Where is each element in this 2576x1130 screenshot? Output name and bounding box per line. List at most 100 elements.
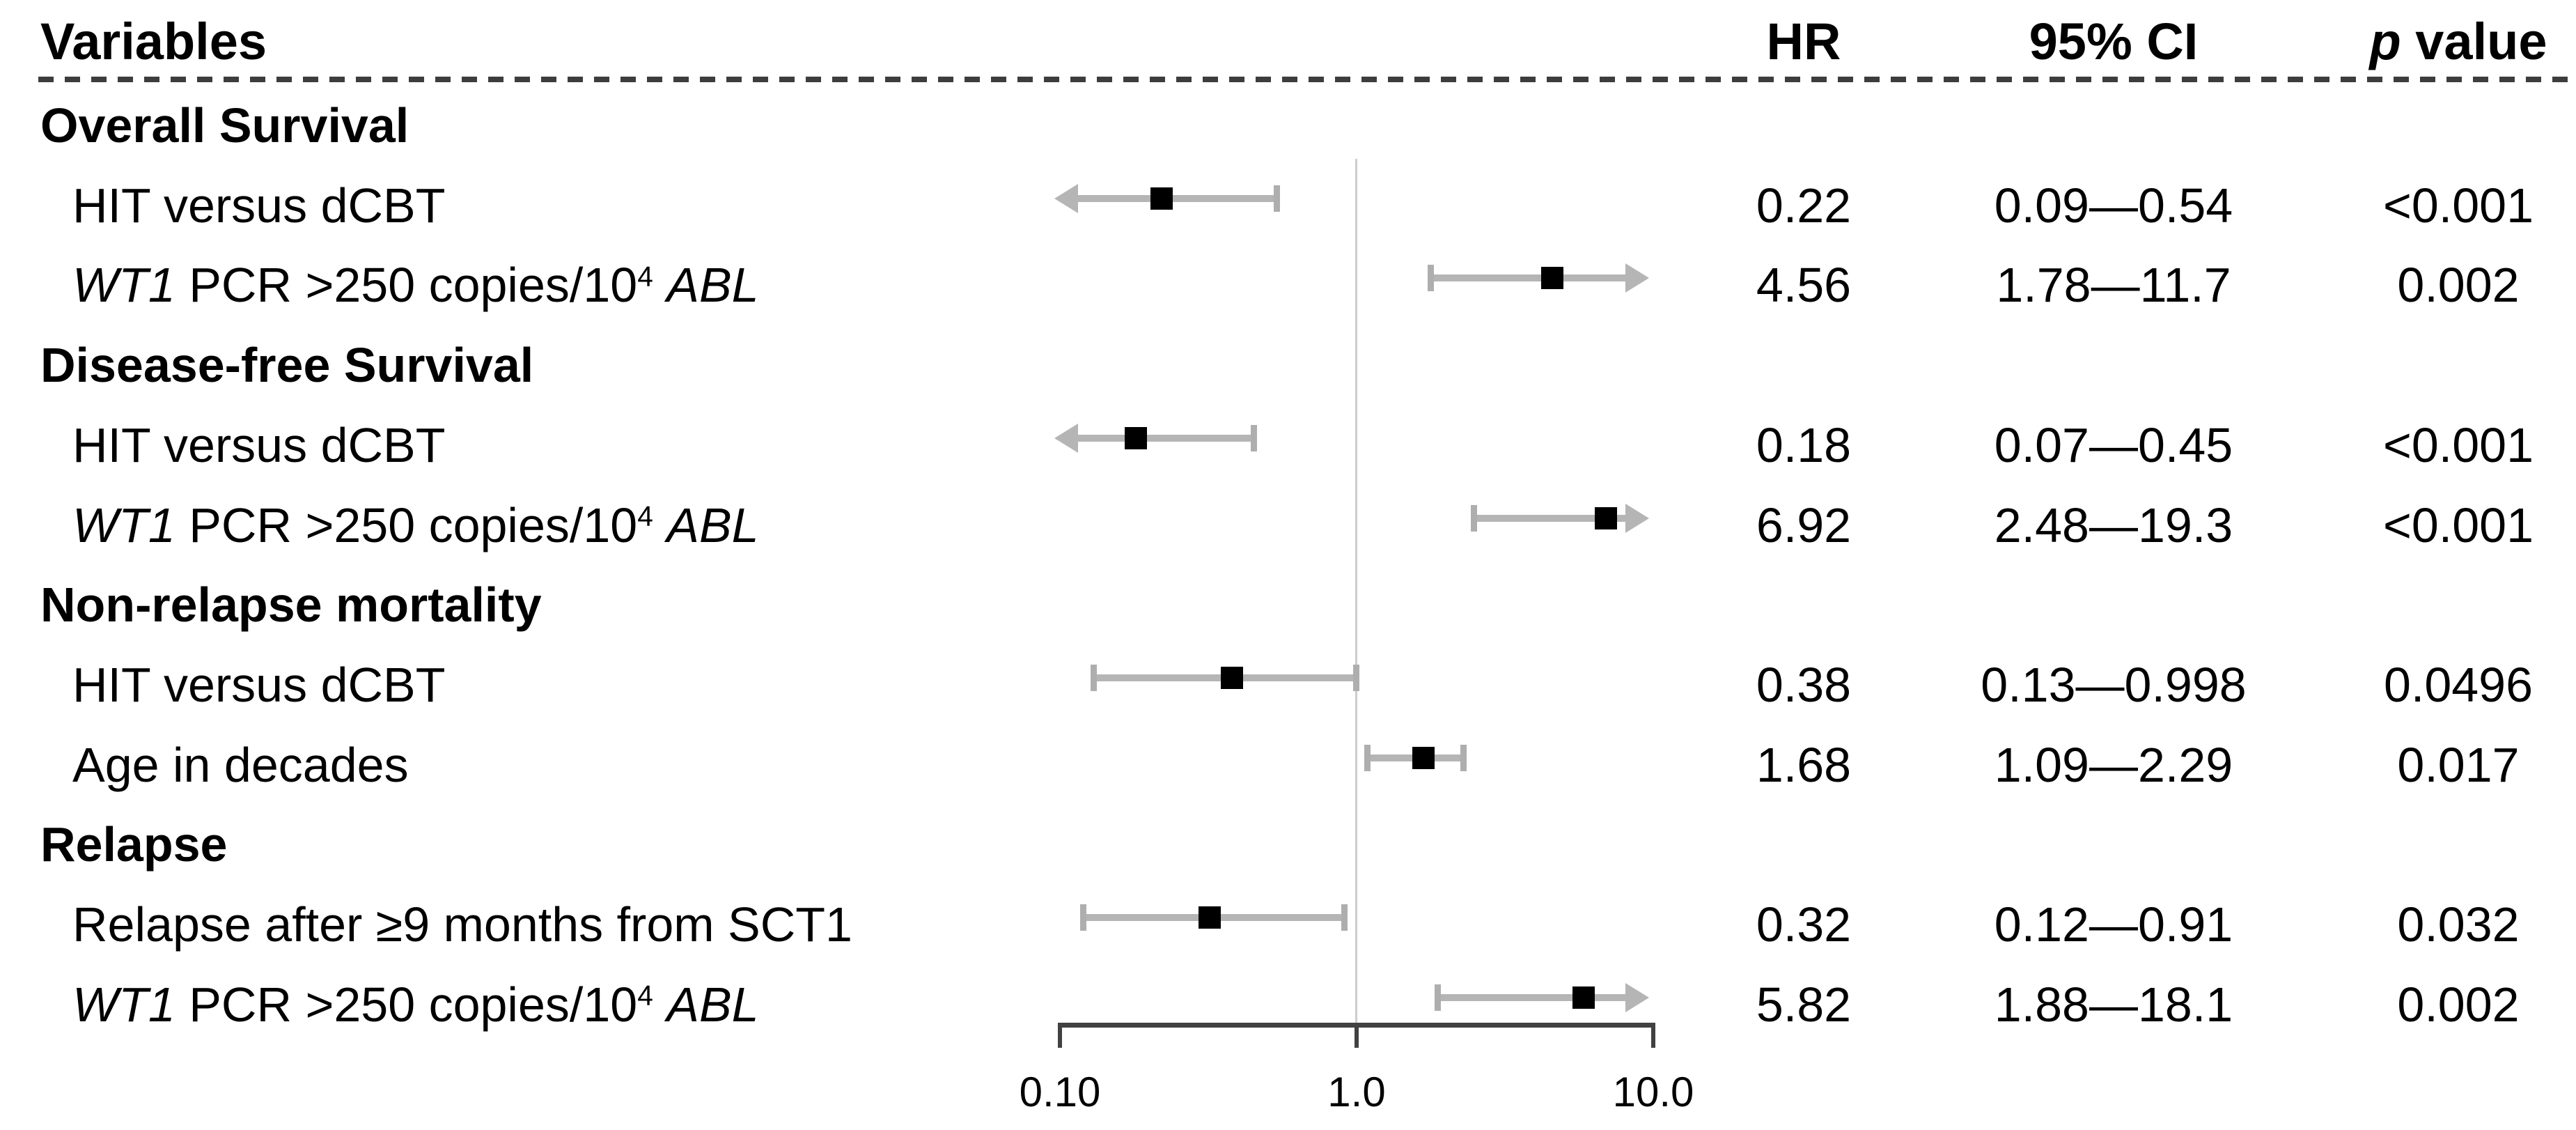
ci-cap-left [1080, 904, 1087, 931]
hr-point-marker [1220, 666, 1243, 689]
column-header-95ci: 95% CI [2029, 13, 2199, 70]
ci-arrow-right [1625, 503, 1649, 533]
label-part: Disease-free Survival [40, 338, 534, 393]
ci-cap-left [1470, 504, 1477, 532]
ci-value: 0.12—0.91 [1994, 897, 2233, 952]
ci-cap-left [1435, 984, 1442, 1011]
hr-value: 6.92 [1756, 497, 1852, 552]
column-header-variables: Variables [40, 13, 267, 70]
ci-arrow-left [1054, 423, 1078, 453]
p-value: <0.001 [2382, 417, 2534, 472]
section-label: Overall Survival [40, 86, 409, 165]
p-italic: p [2369, 13, 2401, 70]
row-label: Relapse after ≥9 months from SCT1 [72, 885, 852, 964]
x-axis-tick [1058, 1023, 1062, 1048]
label-part: ABL [666, 258, 759, 313]
hr-value: 5.82 [1756, 977, 1852, 1032]
label-part [653, 258, 666, 312]
ci-value: 1.78—11.7 [1996, 258, 2231, 313]
section-label: Relapse [40, 805, 227, 884]
p-value: 0.002 [2397, 977, 2520, 1032]
row-label: HIT versus dCBT [72, 405, 446, 485]
label-part: 4 [637, 261, 653, 293]
p-value: 0.0496 [2383, 657, 2534, 712]
row-label: HIT versus dCBT [72, 645, 446, 725]
ci-bar [1437, 993, 1625, 1001]
header-divider-dashed-line [38, 77, 2573, 82]
p-value: <0.001 [2382, 497, 2534, 552]
label-part: WT1 [72, 977, 175, 1032]
hr-point-marker [1150, 187, 1173, 210]
hr-value: 1.68 [1756, 737, 1852, 792]
column-header-pvalue: p value [2291, 10, 2576, 74]
ci-cap-left [1364, 744, 1371, 771]
ci-value: 0.09—0.54 [1994, 178, 2233, 233]
p-suffix: value [2401, 13, 2547, 70]
hr-value: 4.56 [1756, 258, 1852, 313]
label-part: Overall Survival [40, 98, 409, 153]
label-part: HIT versus dCBT [72, 657, 446, 712]
ci-cap-right [1353, 664, 1360, 691]
hr-value: 0.22 [1756, 178, 1852, 233]
x-axis-tick [1651, 1023, 1655, 1048]
ci-arrow-right [1625, 982, 1649, 1012]
label-part: Age in decades [72, 737, 409, 792]
hr-point-marker [1199, 906, 1221, 929]
ci-cap-right [1460, 744, 1467, 771]
hr-point-marker [1540, 267, 1563, 290]
row-label: HIT versus dCBT [72, 166, 446, 245]
x-axis-tick-label: 1.0 [1327, 1069, 1386, 1115]
x-axis-tick-label: 0.10 [1019, 1069, 1101, 1115]
label-part: Relapse after ≥9 months from SCT1 [72, 897, 852, 952]
section-label: Non-relapse mortality [40, 565, 542, 644]
hr-point-marker [1594, 506, 1617, 529]
hr-value: 0.32 [1756, 897, 1852, 952]
ci-cap-left [1428, 265, 1435, 292]
label-part: WT1 [72, 497, 175, 552]
reference-line-hr-1 [1355, 159, 1357, 1025]
label-part: 4 [637, 500, 653, 533]
column-header-hr: HR [1766, 13, 1841, 70]
ci-arrow-left [1054, 183, 1078, 213]
ci-cap-right [1274, 185, 1281, 212]
label-part: ABL [666, 497, 759, 552]
hr-point-marker [1124, 426, 1147, 449]
hr-point-marker [1412, 746, 1435, 769]
label-part: 4 [637, 980, 653, 1012]
p-value: 0.017 [2397, 737, 2520, 792]
x-axis-tick [1355, 1023, 1359, 1048]
ci-value: 1.88—18.1 [1994, 977, 2233, 1032]
ci-bar [1078, 194, 1277, 202]
ci-bar [1474, 514, 1625, 522]
hr-point-marker [1572, 986, 1595, 1009]
p-value: 0.032 [2397, 897, 2520, 952]
row-label: WT1 PCR >250 copies/104 ABL [72, 965, 759, 1044]
label-part: Relapse [40, 817, 228, 872]
row-label: Age in decades [72, 725, 409, 805]
label-part: WT1 [72, 258, 175, 313]
label-part [653, 498, 666, 552]
label-part: PCR >250 copies/10 [175, 258, 638, 313]
ci-bar [1430, 274, 1625, 282]
label-part [653, 977, 666, 1032]
ci-cap-right [1250, 424, 1257, 451]
label-part: PCR >250 copies/10 [175, 497, 638, 552]
label-part: ABL [666, 977, 759, 1032]
label-part: HIT versus dCBT [72, 417, 446, 472]
label-part: PCR >250 copies/10 [175, 977, 638, 1032]
ci-value: 0.13—0.998 [1981, 657, 2247, 712]
ci-bar [1078, 434, 1254, 442]
p-value: <0.001 [2382, 178, 2534, 233]
row-label: WT1 PCR >250 copies/104 ABL [72, 486, 759, 565]
hr-value: 0.18 [1756, 417, 1852, 472]
ci-value: 1.09—2.29 [1994, 737, 2233, 792]
p-value: 0.002 [2397, 258, 2520, 313]
hr-value: 0.38 [1756, 657, 1852, 712]
ci-value: 0.07—0.45 [1994, 417, 2233, 472]
ci-value: 2.48—19.3 [1994, 497, 2233, 552]
ci-cap-left [1091, 664, 1098, 691]
ci-cap-right [1341, 904, 1348, 931]
section-label: Disease-free Survival [40, 325, 533, 405]
label-part: HIT versus dCBT [72, 178, 446, 233]
